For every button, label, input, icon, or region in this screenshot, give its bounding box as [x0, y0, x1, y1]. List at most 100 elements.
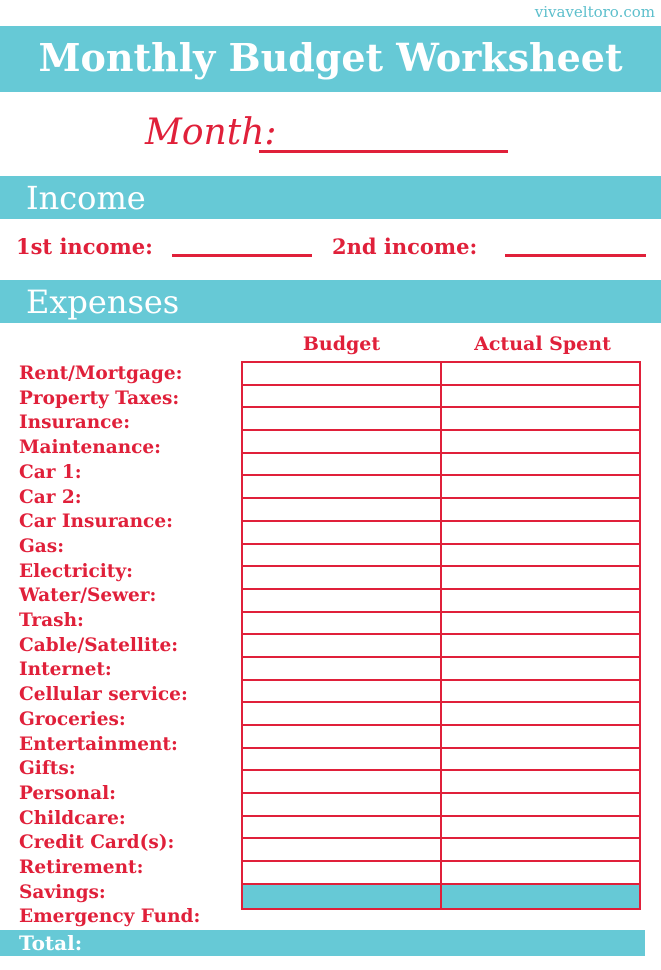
actual-cell[interactable] — [440, 542, 641, 568]
month-field[interactable] — [259, 150, 508, 153]
expense-label: Emergency Fund: — [19, 906, 201, 928]
actual-cell[interactable] — [440, 655, 641, 681]
expense-label: Personal: — [19, 782, 116, 804]
table-row — [241, 837, 641, 863]
table-row — [241, 746, 641, 772]
expense-label: Savings: — [19, 881, 106, 903]
budget-cell[interactable] — [241, 542, 442, 568]
budget-cell[interactable] — [241, 587, 442, 613]
table-row — [241, 587, 641, 613]
budget-cell[interactable] — [241, 633, 442, 658]
table-row — [241, 451, 641, 477]
table-row — [241, 655, 641, 681]
actual-cell[interactable] — [440, 519, 641, 545]
expense-label: Trash: — [19, 610, 84, 631]
expense-label: Childcare: — [19, 807, 126, 829]
actual-cell[interactable] — [440, 678, 641, 704]
budget-cell[interactable] — [241, 792, 442, 817]
expense-label: Car 2: — [19, 486, 82, 508]
budget-cell[interactable] — [241, 860, 442, 885]
budget-cell[interactable] — [241, 565, 442, 590]
actual-cell[interactable] — [440, 429, 641, 454]
actual-cell[interactable] — [440, 724, 641, 749]
actual-cell[interactable] — [440, 587, 641, 613]
total-table-row — [241, 882, 641, 910]
budget-cell[interactable] — [241, 383, 442, 409]
actual-cell[interactable] — [440, 451, 641, 477]
table-row — [241, 497, 641, 522]
budget-cell[interactable] — [241, 701, 442, 726]
page-title: Monthly Budget Worksheet — [0, 26, 661, 92]
first-income-field[interactable] — [172, 254, 312, 257]
actual-cell[interactable] — [440, 361, 641, 386]
budget-cell[interactable] — [241, 724, 442, 749]
budget-cell[interactable] — [241, 361, 442, 386]
actual-cell[interactable] — [440, 769, 641, 795]
budget-cell[interactable] — [241, 519, 442, 545]
budget-cell[interactable] — [241, 451, 442, 477]
table-row — [241, 474, 641, 500]
table-row — [241, 792, 641, 817]
expense-label: Retirement: — [19, 857, 144, 878]
table-row — [241, 769, 641, 795]
expense-label: Water/Sewer: — [19, 585, 157, 607]
actual-cell[interactable] — [440, 633, 641, 658]
actual-cell[interactable] — [440, 701, 641, 726]
site-watermark: vivaveltoro.com — [534, 3, 655, 21]
actual-cell[interactable] — [440, 814, 641, 840]
month-label: Month: — [145, 112, 277, 153]
table-row — [241, 565, 641, 590]
actual-cell[interactable] — [440, 474, 641, 500]
actual-cell[interactable] — [440, 746, 641, 772]
expense-label: Car Insurance: — [19, 511, 173, 533]
table-row — [241, 383, 641, 409]
second-income-field[interactable] — [505, 254, 646, 257]
expense-label: Groceries: — [19, 708, 126, 730]
expense-label: Electricity: — [19, 560, 133, 582]
table-row — [241, 814, 641, 840]
expense-label: Maintenance: — [19, 437, 162, 459]
budget-cell[interactable] — [241, 497, 442, 522]
budget-cell[interactable] — [241, 814, 442, 840]
actual-cell[interactable] — [440, 383, 641, 409]
expense-label: Cable/Satellite: — [19, 634, 179, 656]
income-heading: Income — [0, 176, 661, 219]
expense-label: Internet: — [19, 659, 112, 681]
actual-cell[interactable] — [440, 565, 641, 590]
actual-cell[interactable] — [440, 497, 641, 522]
first-income-label: 1st income: — [16, 234, 153, 259]
actual-cell[interactable] — [440, 792, 641, 817]
actual-cell[interactable] — [440, 860, 641, 885]
table-row — [241, 519, 641, 545]
actual-cell[interactable] — [440, 610, 641, 636]
budget-cell[interactable] — [241, 746, 442, 772]
budget-cell[interactable] — [241, 655, 442, 681]
expense-table — [241, 361, 641, 910]
expense-label: Gas: — [19, 535, 65, 557]
budget-cell[interactable] — [241, 474, 442, 500]
expense-label: Insurance: — [19, 412, 131, 434]
table-row — [241, 429, 641, 454]
table-row — [241, 724, 641, 749]
budget-cell[interactable] — [241, 678, 442, 704]
actual-cell[interactable] — [440, 406, 641, 432]
budget-cell[interactable] — [241, 429, 442, 454]
table-row — [241, 633, 641, 658]
budget-cell[interactable] — [241, 406, 442, 432]
budget-cell[interactable] — [241, 610, 442, 636]
budget-cell[interactable] — [241, 769, 442, 795]
expense-label: Entertainment: — [19, 733, 178, 755]
budget-cell[interactable] — [241, 837, 442, 863]
expense-label: Property Taxes: — [19, 387, 180, 409]
total-budget-cell[interactable] — [241, 882, 442, 910]
expense-label: Rent/Mortgage: — [19, 363, 183, 384]
table-row — [241, 701, 641, 726]
table-row — [241, 406, 641, 432]
expenses-heading: Expenses — [0, 280, 661, 323]
table-row — [241, 860, 641, 885]
total-label: Total: — [19, 931, 83, 955]
column-header-actual: Actual Spent — [474, 333, 611, 355]
total-actual-cell[interactable] — [440, 882, 641, 910]
actual-cell[interactable] — [440, 837, 641, 863]
expense-label: Credit Card(s): — [19, 832, 175, 854]
